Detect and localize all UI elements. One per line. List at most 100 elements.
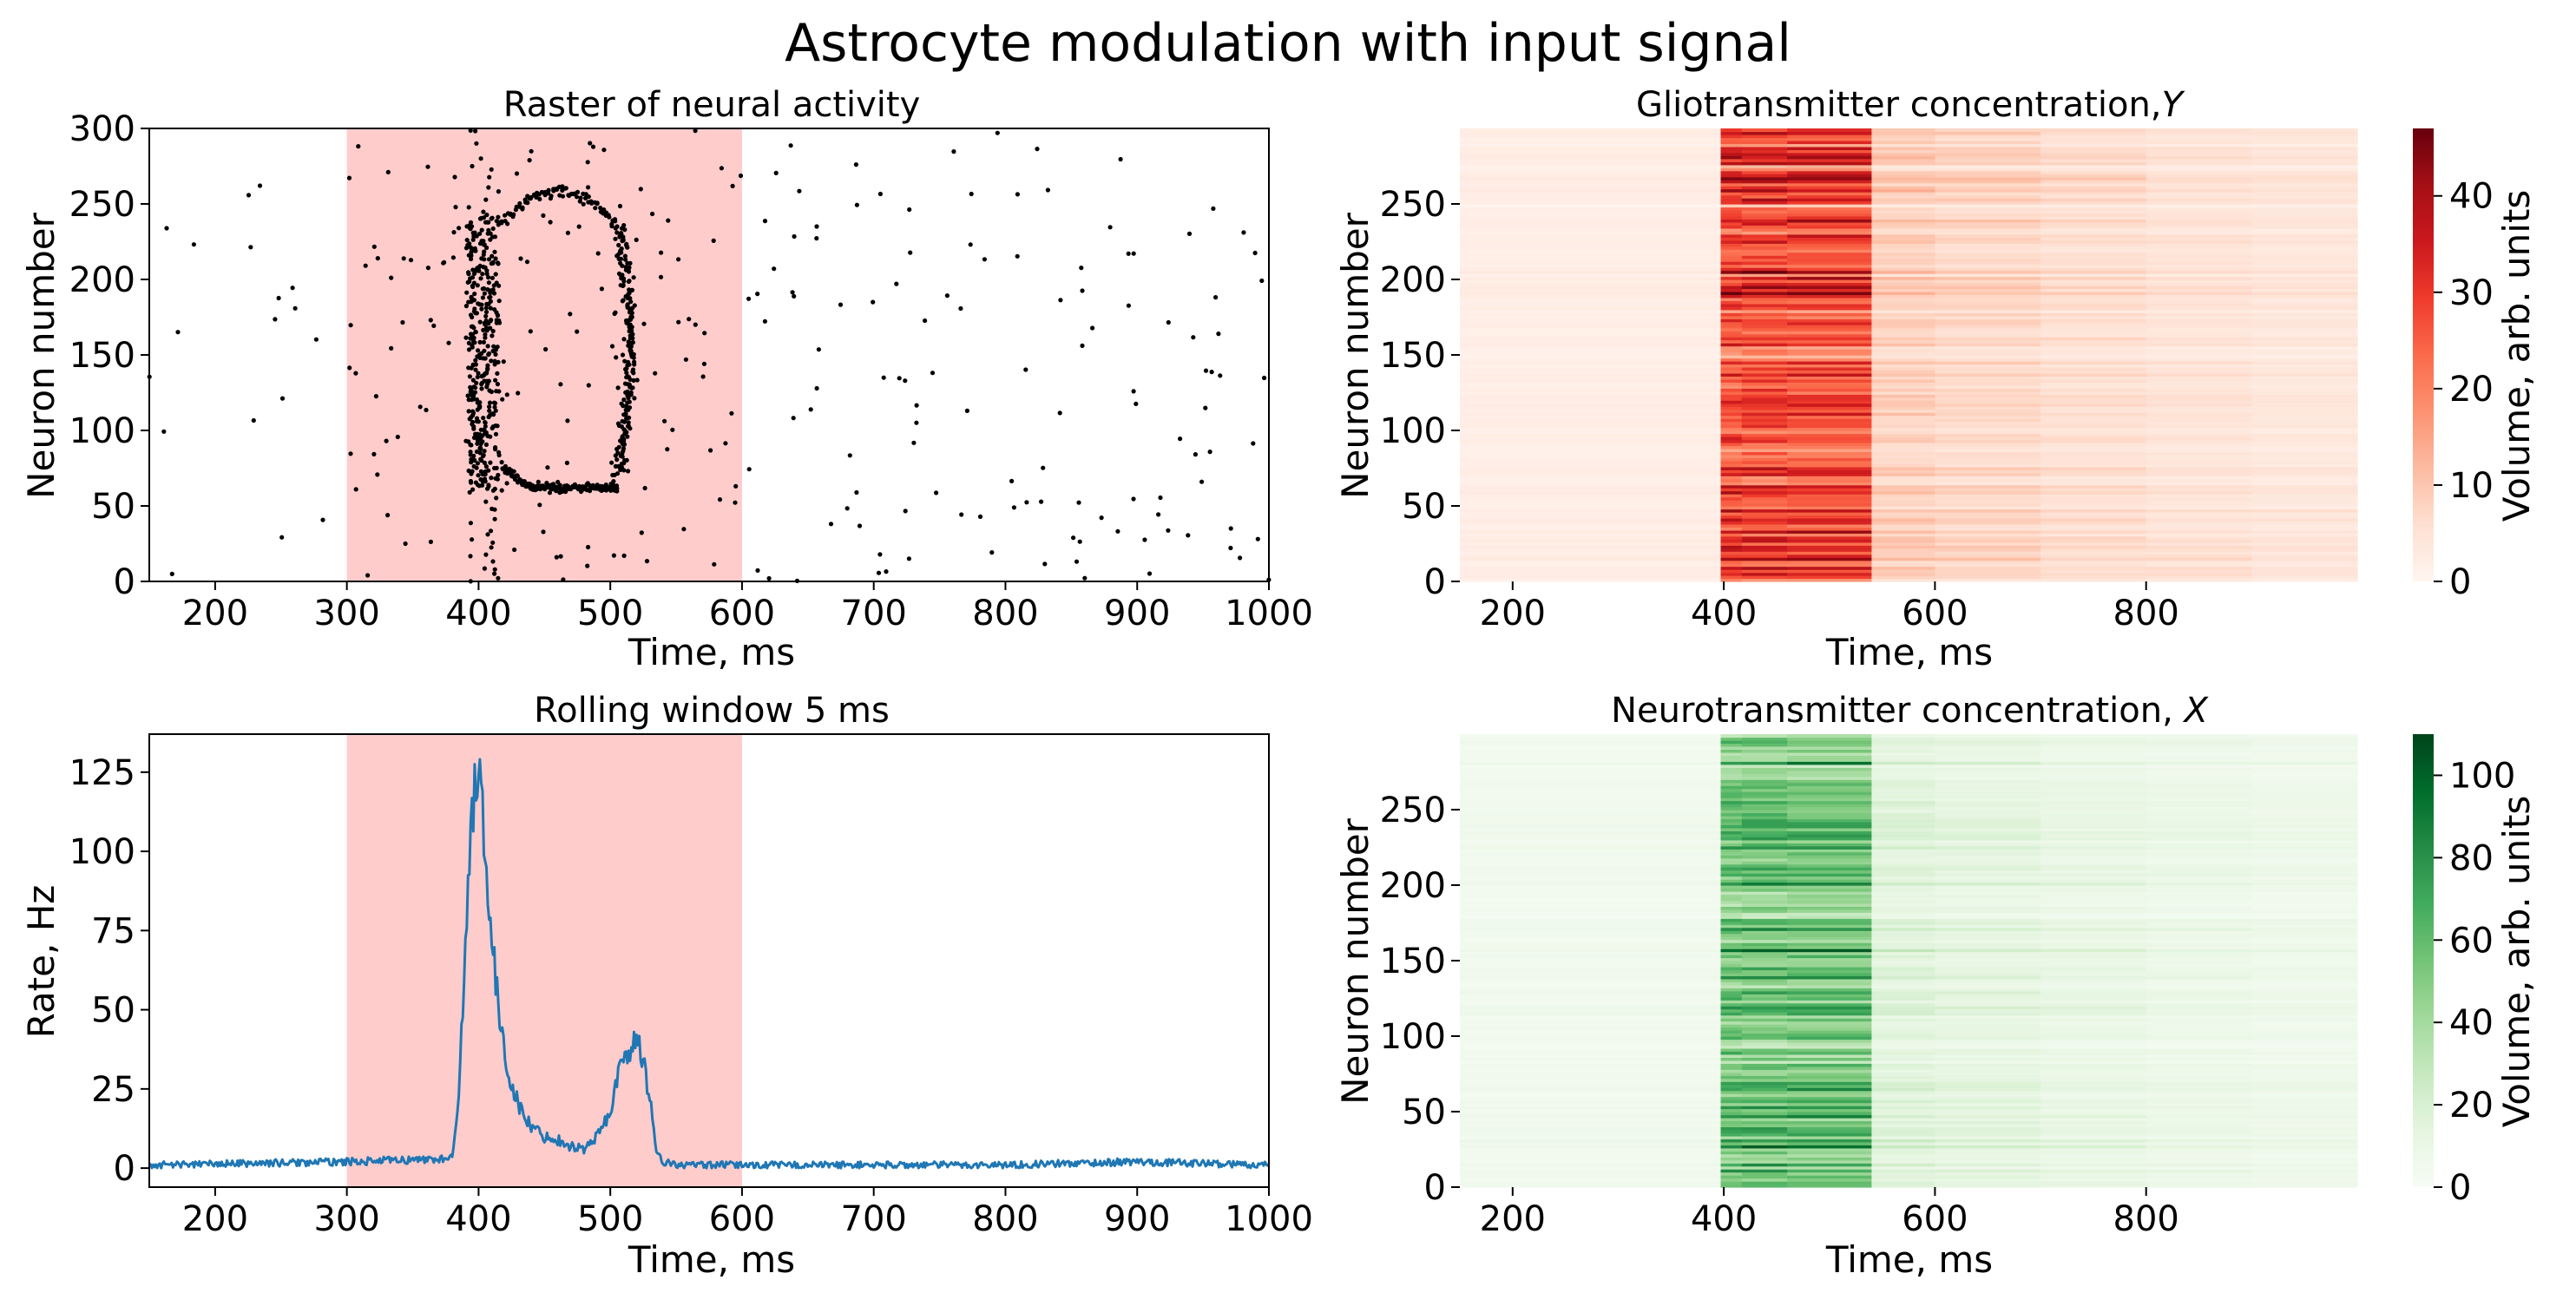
glio-heatmap-cell xyxy=(1871,509,1935,513)
spike-dot xyxy=(441,260,446,266)
neuro-heatmap-cell xyxy=(1460,1039,1722,1043)
spike-dot xyxy=(1131,496,1136,502)
neuro-heatmap-cell xyxy=(1720,1120,1743,1125)
neuro-heatmap-cell xyxy=(1460,867,1722,871)
spike-dot xyxy=(627,382,632,387)
neuro-heatmap-cell xyxy=(1787,1135,1872,1139)
spike-dot xyxy=(478,469,484,474)
spike-dot xyxy=(609,224,614,229)
glio-heatmap-cell xyxy=(1935,415,2041,419)
glio-heatmap-cell xyxy=(1741,430,1788,435)
neuro-heatmap-cell xyxy=(1460,902,1722,907)
glio-heatmap-cell xyxy=(2251,198,2358,202)
glio-heatmap-cell xyxy=(1871,521,1935,525)
neuro-heatmap-cell xyxy=(2251,1139,2358,1143)
neuro-heatmap-cell xyxy=(2251,1169,2358,1173)
glio-heatmap-cell xyxy=(1720,219,1743,223)
neuro-heatmap-cell xyxy=(1460,885,1722,889)
spike-dot xyxy=(169,571,174,577)
neuro-colorbar-tick-label: 60 xyxy=(2449,921,2494,961)
neuro-heatmap-cell xyxy=(2040,906,2147,910)
glio-heatmap-cell xyxy=(2251,488,2358,492)
glio-heatmap-cell xyxy=(1871,466,1935,470)
spike-dot xyxy=(621,337,627,342)
neuro-heatmap-cell xyxy=(1935,1042,2041,1047)
spike-dot xyxy=(483,356,488,361)
glio-heatmap-cell xyxy=(1741,131,1788,135)
glio-heatmap-cell xyxy=(1741,566,1788,570)
glio-heatmap-cell xyxy=(2040,303,2147,307)
neuro-heatmap-cell xyxy=(1460,1078,1722,1082)
glio-heatmap-cell xyxy=(2040,176,2147,180)
neuro-heatmap-cell xyxy=(1935,963,2041,968)
glio-heatmap-cell xyxy=(1460,378,1722,383)
neuro-heatmap-cell xyxy=(2146,857,2252,862)
neuro-heatmap-cell xyxy=(1871,1123,1935,1127)
spike-dot xyxy=(625,302,630,307)
neuro-heatmap-cell xyxy=(1871,788,1935,792)
glio-heatmap-cell xyxy=(1460,545,1722,549)
rate-ytick-label: 75 xyxy=(91,911,135,951)
glio-heatmap-cell xyxy=(1741,343,1788,347)
neuro-heatmap-cell xyxy=(2146,810,2252,814)
glio-heatmap-cell xyxy=(2040,128,2147,133)
glio-heatmap-cell xyxy=(1787,436,1872,441)
neuro-heatmap-cell xyxy=(1787,788,1872,792)
glio-heatmap-cell xyxy=(2040,509,2147,513)
spike-dot xyxy=(854,489,859,496)
glio-heatmap-cell xyxy=(2146,424,2252,429)
spike-dot xyxy=(475,441,480,446)
neuro-heatmap-cell xyxy=(1741,969,1788,974)
glio-heatmap-cell xyxy=(2146,286,2252,290)
neuro-heatmap-cell xyxy=(1935,761,2041,765)
neuro-heatmap-cell xyxy=(1935,861,2041,865)
neuro-heatmap-cell xyxy=(1720,915,1743,919)
glio-heatmap-cell xyxy=(1787,243,1872,247)
neuro-heatmap-cell xyxy=(1787,894,1872,898)
glio-heatmap-cell xyxy=(1741,382,1788,386)
glio-heatmap-cell xyxy=(1871,297,1935,301)
spike-dot xyxy=(490,275,496,280)
glio-heatmap-cell xyxy=(1787,539,1872,543)
glio-heatmap-cell xyxy=(1787,164,1872,168)
glio-heatmap-cell xyxy=(1460,448,1722,452)
glio-heatmap-cell xyxy=(2251,227,2358,232)
glio-heatmap-cell xyxy=(1741,279,1788,284)
glio-heatmap-cell xyxy=(2146,560,2252,564)
rate-xtick-label: 700 xyxy=(841,1199,907,1239)
neuro-heatmap-cell xyxy=(1720,734,1743,738)
glio-heatmap-cell xyxy=(1460,563,1722,568)
spike-dot xyxy=(488,318,493,324)
spike-dot xyxy=(495,476,501,482)
glio-heatmap-cell xyxy=(2040,312,2147,317)
glio-heatmap-cell xyxy=(1935,409,2041,413)
spike-dot xyxy=(621,283,626,288)
neuro-heatmap-cell xyxy=(2040,1169,2147,1173)
glio-heatmap-cell xyxy=(2146,349,2252,353)
glio-heatmap-cell xyxy=(1741,569,1788,574)
neuro-heatmap-cell xyxy=(1741,975,1788,980)
glio-heatmap-cell xyxy=(2040,388,2147,392)
neuro-heatmap-cell xyxy=(1741,942,1788,947)
glio-heatmap-cell xyxy=(1720,225,1743,229)
neuro-heatmap-cell xyxy=(2146,1000,2252,1004)
neuro-heatmap-cell xyxy=(1871,981,1935,986)
neuro-heatmap-cell xyxy=(1871,891,1935,896)
neuro-heatmap-cell xyxy=(1787,806,1872,811)
spike-dot xyxy=(982,257,987,262)
glio-heatmap-cell xyxy=(1935,575,2041,580)
neuro-heatmap-cell xyxy=(1460,1102,1722,1106)
glio-heatmap-cell xyxy=(1720,382,1743,386)
neuro-heatmap-cell xyxy=(2251,737,2358,741)
glio-heatmap-cell xyxy=(2251,515,2358,519)
spike-dot xyxy=(472,246,477,251)
glio-heatmap-cell xyxy=(1787,509,1872,513)
neuro-heatmap-cell xyxy=(1871,1047,1935,1052)
neuro-heatmap-cell xyxy=(1871,1081,1935,1086)
neuro-heatmap-cell xyxy=(2146,745,2252,750)
neuro-heatmap-cell xyxy=(1720,812,1743,817)
glio-heatmap-cell xyxy=(1460,578,1722,582)
glio-heatmap-cell xyxy=(1720,575,1743,580)
neuro-heatmap-cell xyxy=(1871,845,1935,850)
glio-heatmap-cell xyxy=(2040,321,2147,325)
